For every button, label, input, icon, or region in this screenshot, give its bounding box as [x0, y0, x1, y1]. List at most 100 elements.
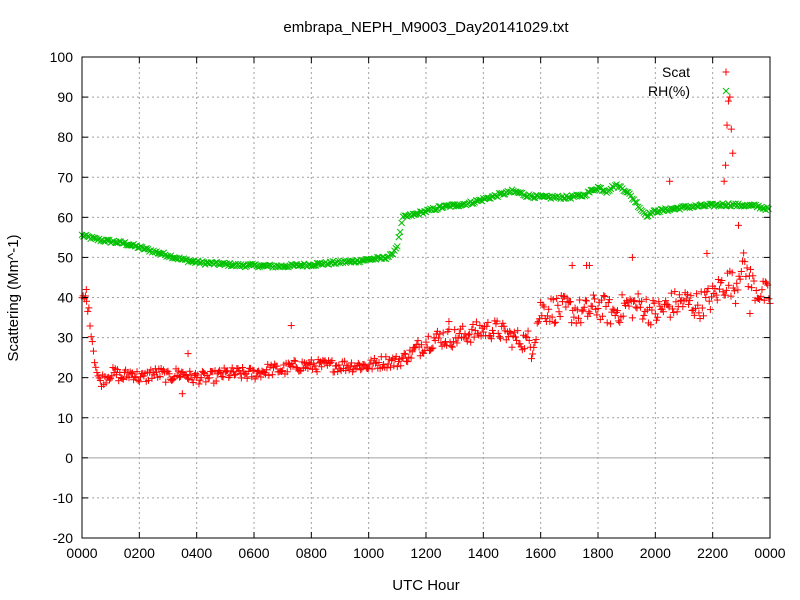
scat-point	[732, 299, 740, 307]
scat-point	[441, 338, 449, 346]
scat-point	[345, 366, 353, 374]
scat-point	[546, 317, 554, 325]
scat-point	[616, 318, 624, 326]
scat-point	[183, 374, 191, 382]
scat-point	[404, 358, 412, 366]
scat-point	[493, 317, 501, 325]
y-tick-label: 100	[50, 49, 74, 65]
scat-point	[81, 292, 89, 300]
rh-point	[495, 189, 503, 197]
scat-point	[730, 287, 738, 295]
rh-point	[398, 219, 405, 227]
scat-point	[212, 377, 220, 385]
scat-point	[545, 305, 553, 313]
scat-point	[522, 332, 530, 340]
rh-point	[355, 258, 362, 266]
scat-point	[127, 370, 135, 378]
scat-point	[685, 300, 693, 308]
y-tick-label: 60	[57, 209, 73, 225]
scat-point	[702, 293, 710, 301]
scat-point	[690, 311, 698, 319]
scat-point	[174, 367, 182, 375]
scat-point	[568, 319, 576, 327]
scat-point	[497, 334, 505, 342]
scat-point	[586, 309, 594, 317]
rh-point	[309, 262, 317, 270]
data-layer	[78, 93, 774, 398]
rh-point	[358, 257, 365, 264]
rh-point	[581, 192, 589, 200]
scat-point	[372, 359, 380, 367]
scat-point	[540, 303, 548, 311]
scat-point	[648, 306, 656, 314]
scat-point	[666, 313, 674, 321]
legend-marker-scat	[722, 68, 730, 76]
scat-outlier-point	[585, 261, 593, 269]
rh-point	[389, 251, 397, 258]
scat-point	[354, 359, 362, 367]
scat-point	[197, 374, 205, 382]
scat-point	[186, 367, 194, 375]
scat-point	[533, 319, 541, 327]
scat-point	[165, 370, 173, 378]
scat-point	[642, 295, 650, 303]
scat-point	[328, 357, 336, 365]
scat-point	[699, 312, 707, 320]
scat-point	[593, 311, 601, 319]
rh-point	[669, 205, 676, 213]
scat-point	[400, 349, 408, 357]
scat-outlier-point	[568, 261, 576, 269]
rh-point	[573, 191, 580, 199]
x-axis-label: UTC Hour	[392, 577, 460, 594]
scat-point	[483, 322, 491, 330]
scat-point	[494, 329, 502, 337]
scat-point	[747, 265, 755, 273]
scat-point	[500, 322, 508, 330]
scat-point	[581, 296, 589, 304]
scat-point	[578, 307, 586, 315]
scat-point	[607, 320, 615, 328]
scat-point	[548, 313, 556, 321]
x-tick-label: 2200	[697, 545, 728, 561]
rh-point	[715, 202, 722, 210]
scat-point	[447, 342, 455, 350]
scat-point	[549, 296, 557, 304]
scat-point	[521, 345, 529, 353]
scat-point	[679, 303, 687, 311]
scat-point	[399, 354, 407, 362]
scat-point	[414, 337, 422, 345]
scat-outlier-point	[720, 177, 728, 185]
scat-point	[265, 371, 273, 379]
scat-point	[327, 358, 335, 366]
scat-point	[243, 374, 251, 382]
scat-outlier-point	[734, 221, 742, 229]
scat-outlier-point	[666, 177, 674, 185]
rh-point	[395, 233, 403, 241]
legend-label-rh: RH(%)	[648, 83, 690, 99]
scat-point	[304, 365, 312, 373]
scat-point	[226, 372, 234, 380]
scat-point	[675, 291, 683, 299]
scat-point	[423, 343, 431, 351]
scat-point	[524, 327, 532, 335]
scat-point	[88, 338, 96, 346]
scat-point	[618, 291, 626, 299]
scat-point	[654, 313, 662, 321]
scat-point	[605, 296, 613, 304]
scat-outlier-point	[726, 93, 734, 101]
scat-point	[175, 373, 183, 381]
scat-point	[553, 294, 561, 302]
scat-point	[106, 376, 114, 384]
scat-point	[572, 319, 580, 327]
y-tick-label: -10	[53, 490, 73, 506]
scat-point	[467, 338, 475, 346]
rh-point	[643, 213, 651, 221]
scat-point	[602, 302, 610, 310]
scat-point	[749, 272, 757, 280]
scat-point	[667, 289, 675, 297]
scat-point	[510, 328, 518, 336]
scat-point	[744, 283, 752, 291]
tick-layer: -20 -10 0 10 20 30 40 50 60 70 80 90 100 0000 0200 0400…	[50, 49, 786, 561]
rh-point	[515, 189, 523, 197]
